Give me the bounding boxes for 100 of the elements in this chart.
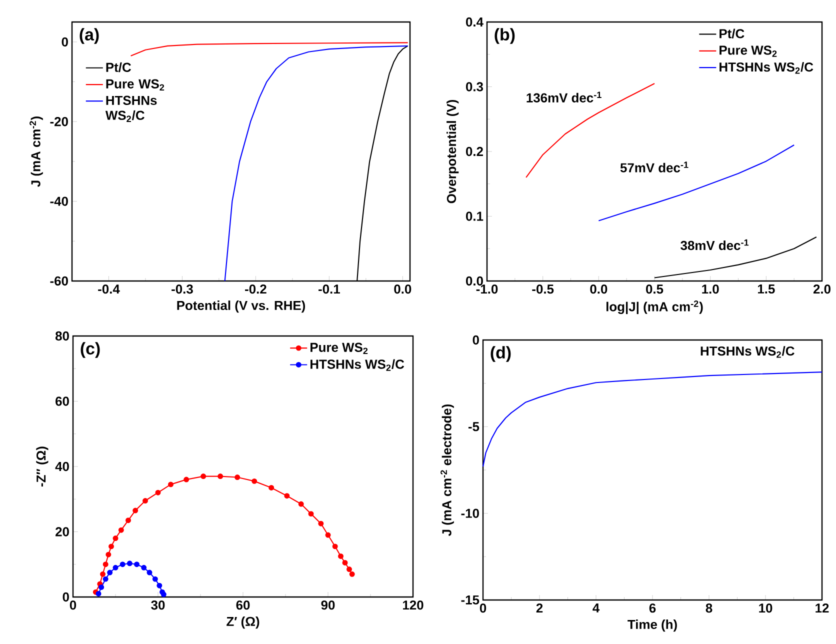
point [318, 520, 324, 526]
x-axis-title: log|J| (mA cm$^{-2}$) [606, 300, 703, 314]
legend-label: Pt/C [106, 62, 131, 72]
point [338, 553, 344, 559]
x-tick-label: 1.5 [758, 284, 775, 294]
point [349, 571, 355, 577]
annotation: 136mV dec$^{-1}$ [526, 92, 602, 102]
point [155, 490, 161, 496]
x-tick-label: 2.0 [813, 284, 830, 294]
x-tick-label: 0.0 [394, 284, 412, 294]
point [200, 474, 206, 480]
point [218, 474, 224, 480]
point [346, 566, 352, 572]
x-tick-label: 90 [321, 600, 335, 610]
legend-label: Pure WS$_{2}$ [106, 79, 164, 91]
point [160, 592, 166, 598]
point [112, 536, 118, 542]
point [102, 562, 108, 568]
x-tick-label: 30 [151, 600, 165, 610]
x-axis-title: Potential (V vs. RHE) [177, 300, 306, 313]
y-tick-label: -5 [468, 422, 480, 432]
x-tick-label: 120 [403, 600, 424, 610]
point [252, 478, 258, 484]
point [120, 562, 126, 568]
x-tick-label: 0.5 [646, 284, 664, 294]
line-series [224, 45, 408, 282]
point [106, 552, 112, 558]
y-tick-label: -15 [461, 595, 480, 605]
y-tick-label: 0.2 [466, 146, 483, 156]
y-tick-label: -10 [461, 508, 479, 518]
y-tick-label: 0.4 [466, 17, 484, 27]
annotation: HTSHNs WS$_{2}$/C [700, 346, 794, 358]
point [102, 576, 108, 582]
x-tick-label: 6 [649, 604, 656, 613]
point [325, 532, 331, 538]
x-tick-label: -1.0 [476, 284, 498, 294]
legend-label: Pure WS$_{2}$ [720, 46, 777, 57]
annotation: (c) [80, 342, 100, 358]
annotation: 57mV dec$^{-1}$ [620, 162, 688, 172]
line-series [130, 42, 408, 56]
point [141, 564, 147, 570]
y-tick-label: 0 [62, 592, 69, 602]
point [168, 482, 174, 488]
x-tick-label: 4 [592, 604, 600, 612]
x-tick-label: 60 [236, 600, 250, 610]
point [234, 474, 240, 480]
line-series [526, 82, 656, 178]
y-tick-label: 0.0 [466, 276, 483, 286]
y-tick-label: -20 [50, 117, 68, 126]
legend-label: Pure WS$_{2}$ [310, 342, 368, 354]
y-tick-label: 0.3 [466, 82, 484, 92]
x-tick-label: 2 [536, 604, 543, 613]
point [118, 527, 124, 533]
y-tick-label: 60 [56, 396, 69, 406]
x-tick-label: -0.2 [245, 284, 266, 294]
line-series [654, 236, 817, 278]
point [108, 544, 114, 550]
point [96, 590, 102, 596]
point [298, 501, 304, 507]
x-tick-label: -0.5 [532, 284, 554, 294]
x-tick-label: 1.0 [702, 284, 719, 294]
x-tick-label: 0.0 [590, 284, 608, 294]
y-tick-label: 80 [55, 331, 69, 341]
point [152, 576, 158, 582]
point [146, 570, 152, 576]
point [184, 476, 190, 482]
x-tick-label: 0 [70, 600, 76, 610]
x-axis-title: Time (h) [628, 620, 677, 632]
point [308, 511, 314, 517]
annotation: (b) [494, 28, 515, 44]
point [342, 560, 348, 566]
y-tick-label: 0.1 [466, 212, 484, 221]
x-tick-label: 8 [706, 604, 712, 613]
y-tick-label: -60 [50, 276, 68, 286]
y-axis-title: J (mA cm$^{-2}$) [30, 116, 43, 187]
annotation: (a) [80, 28, 99, 44]
point [268, 484, 274, 490]
y-tick-label: 0 [472, 335, 479, 345]
y-axis-title: Overpotential (V) [446, 100, 459, 204]
y-tick-label: -40 [50, 196, 68, 206]
annotation: (d) [490, 346, 511, 362]
x-tick-label: -0.1 [318, 284, 340, 294]
x-axis-title: Z′ (Ω) [226, 616, 260, 629]
y-tick-label: 0 [62, 37, 68, 47]
y-axis-title: -Z″ (Ω) [36, 446, 48, 487]
y-tick-label: 40 [55, 462, 69, 472]
legend-label: HTSHNs WS$_{2}$/C [310, 359, 404, 371]
legend-label: HTSHNs WS$_{2}$/C [720, 62, 814, 74]
point [132, 508, 138, 514]
y-axis-title: J (mA cm$^{-2}$ electrode) [440, 404, 454, 536]
point [332, 544, 338, 550]
x-tick-label: -0.4 [98, 284, 120, 294]
point [126, 560, 132, 566]
legend-label: HTSHNs WS$_{2}$/C [105, 96, 157, 122]
annotation: 38mV dec$^{-1}$ [680, 239, 749, 250]
legend-label: Pt/C [720, 28, 744, 38]
point [156, 582, 162, 588]
point [100, 571, 106, 577]
x-tick-label: 12 [816, 604, 829, 613]
point [98, 584, 104, 590]
